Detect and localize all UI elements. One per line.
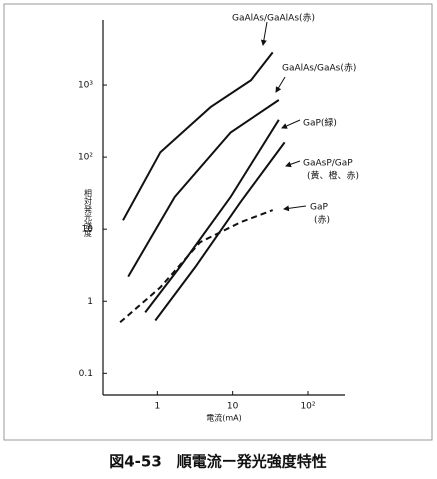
y-tick-label: 0.1: [79, 369, 93, 379]
series-label: GaAlAs/GaAlAs(赤): [232, 13, 315, 24]
series-label: GaAsP/GaP: [303, 159, 353, 169]
label-arrow: [281, 119, 301, 129]
series-line: [122, 51, 274, 221]
label-arrow: [260, 21, 268, 46]
series-label-line2: (赤): [314, 215, 330, 226]
series-line: [144, 119, 280, 314]
y-tick-label: 10²: [78, 153, 93, 163]
frame: [3, 3, 433, 441]
series-label: GaP(緑): [303, 117, 337, 129]
y-tick-label: 10: [82, 225, 94, 235]
x-axis-label: 電流(mA): [206, 413, 242, 423]
y-axis-label: 相対発光強度: [84, 188, 93, 238]
series-label: GaP: [310, 203, 328, 213]
series-label: GaAlAs/GaAs(赤): [282, 63, 356, 74]
caption: 図4-53 順電流ー発光強度特性: [109, 453, 327, 471]
label-arrow: [275, 76, 286, 93]
y-tick-label: 10³: [78, 81, 93, 91]
series-line: [127, 99, 280, 278]
x-tick-label: 10: [227, 402, 239, 412]
label-arrow: [285, 160, 301, 168]
y-tick-label: 1: [87, 297, 93, 307]
series-line: [154, 141, 286, 322]
x-tick-label: 1: [154, 402, 160, 412]
series-label-line2: (黄、橙、赤): [307, 170, 359, 182]
x-tick-label: 10²: [300, 402, 315, 412]
series-line: [119, 209, 274, 324]
label-arrow: [283, 205, 307, 212]
